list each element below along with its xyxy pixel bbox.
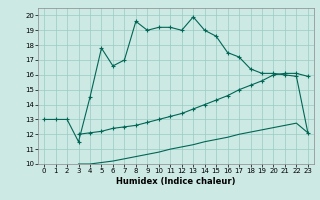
X-axis label: Humidex (Indice chaleur): Humidex (Indice chaleur)	[116, 177, 236, 186]
